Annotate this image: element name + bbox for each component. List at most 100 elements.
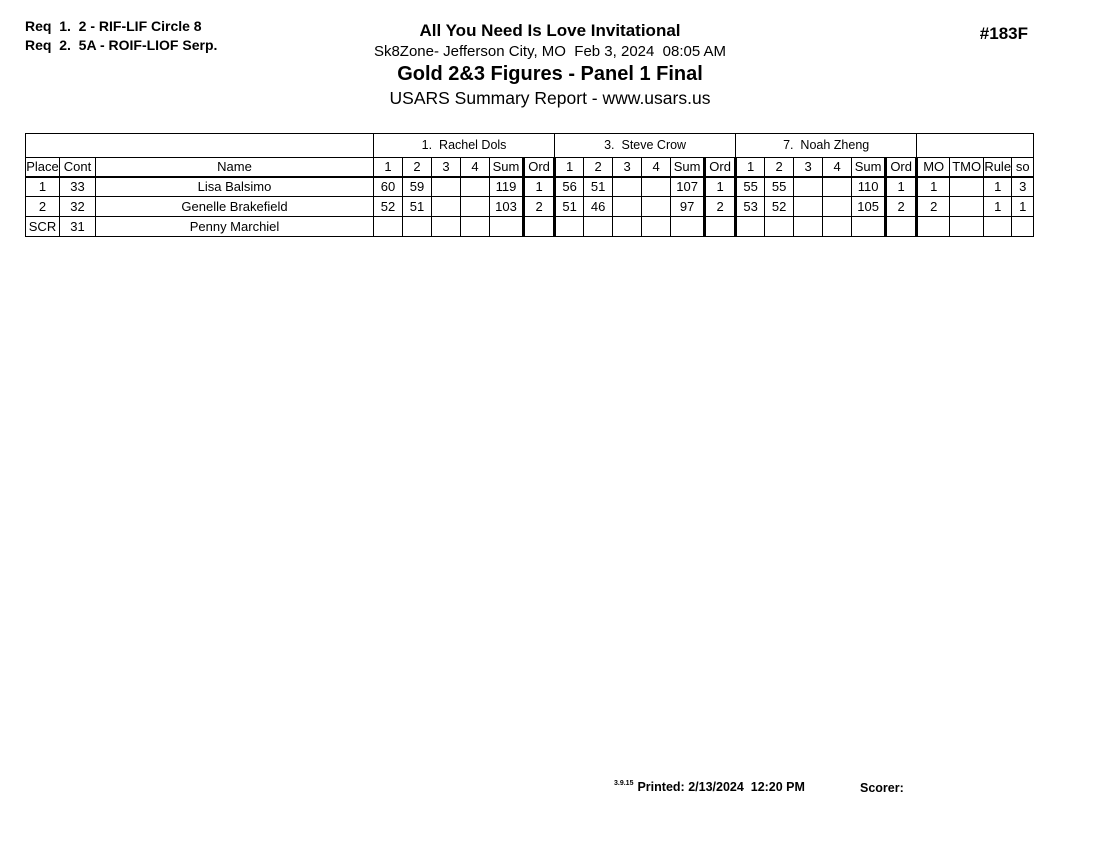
col-header-sum: Sum xyxy=(670,157,706,178)
sum-cell: 103 xyxy=(489,196,525,217)
column-header-row: Place Cont Name 1 2 3 4 Sum Ord 1 2 3 4 … xyxy=(25,157,1035,178)
ord-cell: 1 xyxy=(884,176,919,197)
score-cell: 55 xyxy=(764,176,795,197)
score-cell xyxy=(641,196,672,217)
col-header-score-3: 3 xyxy=(612,157,643,178)
division-title: Gold 2&3 Figures - Panel 1 Final xyxy=(397,63,703,85)
score-cell xyxy=(641,216,672,237)
score-cell xyxy=(431,176,462,197)
score-cell xyxy=(612,216,643,237)
report-header: All You Need Is Love Invitational Sk8Zon… xyxy=(0,21,1100,109)
requirement-line-2: Req 2. 5A - ROIF-LIOF Serp. xyxy=(25,37,218,53)
rule-cell: 1 xyxy=(983,196,1013,217)
sum-cell: 119 xyxy=(489,176,525,197)
scorer-label: Scorer: xyxy=(860,781,904,795)
tmo-cell xyxy=(949,216,985,237)
col-header-score-2: 2 xyxy=(583,157,614,178)
competitor-name-cell: Lisa Balsimo xyxy=(94,176,375,197)
so-cell: 1 xyxy=(1011,196,1035,217)
col-header-score-3: 3 xyxy=(793,157,824,178)
judge-3-name: 7. Noah Zheng xyxy=(735,133,918,158)
col-header-sum: Sum xyxy=(489,157,525,178)
ord-cell: 1 xyxy=(522,176,557,197)
score-cell: 51 xyxy=(402,196,433,217)
score-cell: 51 xyxy=(583,176,614,197)
sum-cell: 105 xyxy=(851,196,887,217)
judge-1-name: 1. Rachel Dols xyxy=(373,133,556,158)
score-cell: 55 xyxy=(735,176,766,197)
rule-cell xyxy=(983,216,1013,237)
place-cell: 1 xyxy=(25,176,60,197)
sum-cell: 97 xyxy=(670,196,706,217)
col-header-score-4: 4 xyxy=(822,157,853,178)
score-cell xyxy=(554,216,585,237)
judge-panel-row: 1. Rachel Dols 3. Steve Crow 7. Noah Zhe… xyxy=(24,133,1035,158)
score-cell xyxy=(822,196,853,217)
so-cell xyxy=(1011,216,1035,237)
sum-cell xyxy=(670,216,706,237)
score-cell xyxy=(402,216,433,237)
ord-cell: 2 xyxy=(522,196,557,217)
col-header-score-4: 4 xyxy=(460,157,491,178)
score-cell xyxy=(612,176,643,197)
ord-cell: 2 xyxy=(884,196,919,217)
ord-cell: 2 xyxy=(703,196,738,217)
tmo-cell xyxy=(949,196,985,217)
score-cell: 60 xyxy=(373,176,404,197)
cont-cell: 32 xyxy=(59,196,96,217)
printed-label: Printed: xyxy=(637,780,685,794)
score-cell xyxy=(460,216,491,237)
competitor-name-cell: Genelle Brakefield xyxy=(94,196,375,217)
cont-cell: 31 xyxy=(59,216,96,237)
score-cell xyxy=(431,216,462,237)
result-row: SCR 31 Penny Marchiel xyxy=(25,216,1035,237)
col-header-ord: Ord xyxy=(522,157,557,178)
col-header-score-1: 1 xyxy=(554,157,585,178)
software-version: 3.9.15 xyxy=(614,780,634,787)
report-type-line: USARS Summary Report - www.usars.us xyxy=(389,88,711,108)
rule-cell: 1 xyxy=(983,176,1013,197)
col-header-sum: Sum xyxy=(851,157,887,178)
score-cell xyxy=(460,196,491,217)
score-cell: 56 xyxy=(554,176,585,197)
col-header-score-1: 1 xyxy=(373,157,404,178)
col-header-score-4: 4 xyxy=(641,157,672,178)
score-cell xyxy=(793,176,824,197)
judge-row-spacer-left xyxy=(24,133,375,158)
place-cell: 2 xyxy=(25,196,60,217)
score-cell: 52 xyxy=(373,196,404,217)
col-header-ord: Ord xyxy=(703,157,738,178)
score-cell: 53 xyxy=(735,196,766,217)
ord-cell xyxy=(884,216,919,237)
sum-cell: 107 xyxy=(670,176,706,197)
col-header-score-2: 2 xyxy=(402,157,433,178)
col-header-tmo: TMO xyxy=(949,157,985,178)
printed-value: 2/13/2024 12:20 PM xyxy=(688,780,805,794)
event-title: All You Need Is Love Invitational xyxy=(419,21,681,40)
score-cell xyxy=(793,196,824,217)
score-cell: 46 xyxy=(583,196,614,217)
score-cell xyxy=(373,216,404,237)
place-cell: SCR xyxy=(25,216,60,237)
requirements-block: Req 1. 2 - RIF-LIF Circle 8 Req 2. 5A - … xyxy=(25,17,217,55)
score-cell xyxy=(460,176,491,197)
col-header-score-2: 2 xyxy=(764,157,795,178)
event-number: #183F xyxy=(979,24,1028,43)
requirement-line-1: Req 1. 2 - RIF-LIF Circle 8 xyxy=(25,18,202,34)
printed-line: 3.9.15 Printed: 2/13/2024 12:20 PM xyxy=(614,780,805,794)
result-row: 2 32 Genelle Brakefield 52 51 103 2 51 4… xyxy=(25,196,1035,217)
col-header-ord: Ord xyxy=(884,157,919,178)
col-header-place: Place xyxy=(25,157,60,178)
cont-cell: 33 xyxy=(59,176,96,197)
col-header-mo: MO xyxy=(916,157,951,178)
mo-cell: 2 xyxy=(916,196,951,217)
score-cell xyxy=(735,216,766,237)
sum-cell: 110 xyxy=(851,176,887,197)
score-cell xyxy=(822,176,853,197)
score-cell: 51 xyxy=(554,196,585,217)
ord-cell: 1 xyxy=(703,176,738,197)
venue-date-line: Sk8Zone- Jefferson City, MO Feb 3, 2024 … xyxy=(373,43,727,60)
mo-cell xyxy=(916,216,951,237)
col-header-score-1: 1 xyxy=(735,157,766,178)
sum-cell xyxy=(851,216,887,237)
